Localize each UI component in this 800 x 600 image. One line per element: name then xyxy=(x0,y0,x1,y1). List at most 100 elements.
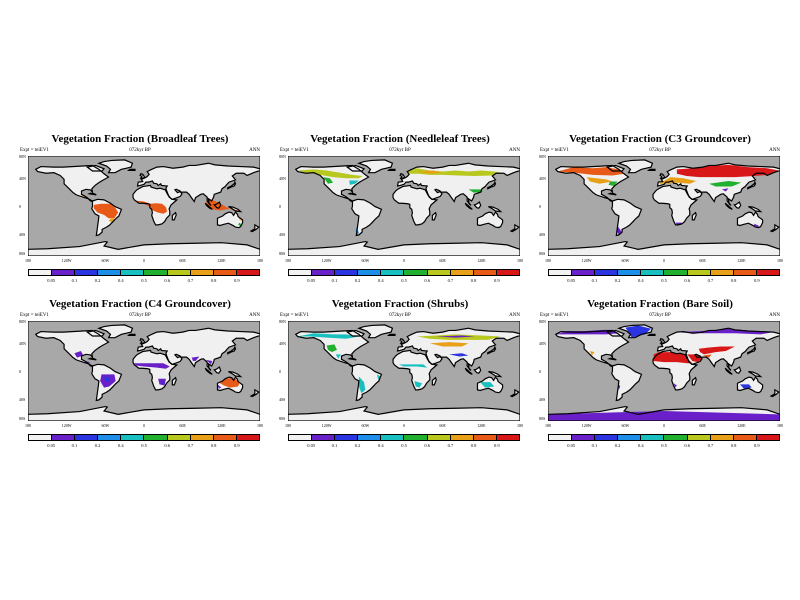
vegetation-patch xyxy=(349,180,359,185)
coastline-namerica xyxy=(36,330,109,366)
land-greenland xyxy=(98,324,133,338)
coastline-samerica xyxy=(92,199,122,235)
land-borneo xyxy=(734,202,741,209)
colorbar-label: 0.2 xyxy=(94,278,101,283)
coastline-sumatra xyxy=(465,203,472,209)
coastline-africa xyxy=(653,350,697,389)
colorbar-segment xyxy=(312,270,336,275)
land-namerica xyxy=(35,165,109,202)
lon-tick-label: 180 xyxy=(777,423,783,428)
colorbar-label: 0.1 xyxy=(591,278,598,283)
colorbar-segment xyxy=(473,270,497,275)
coastline-africa xyxy=(393,185,437,224)
coastline-britain xyxy=(140,174,145,178)
coastline-africa xyxy=(653,185,697,224)
coastline-britain xyxy=(140,339,145,343)
colorbar-label: 0.4 xyxy=(637,443,644,448)
colorbar-label: 0.05 xyxy=(567,278,576,283)
colorbar-label: 0.5 xyxy=(141,443,147,448)
colorbar-segment xyxy=(98,270,122,275)
vegetation-patch xyxy=(335,354,341,359)
coastline-greenland xyxy=(99,325,133,338)
vegetation-patch xyxy=(407,168,501,176)
coastline-sumatra xyxy=(465,368,472,374)
panel-title: Vegetation Fraction (Shrubs) xyxy=(331,298,469,310)
land-eurasia xyxy=(137,328,260,371)
coastline-britain xyxy=(660,174,665,178)
colorbar-segment xyxy=(549,435,573,440)
vegetation-patch xyxy=(220,377,240,388)
coastline-antarctica xyxy=(548,407,780,421)
lat-tick-label: 80S xyxy=(19,251,26,256)
lon-tick-label: 0 xyxy=(663,423,665,428)
lon-tick-label: 60E xyxy=(179,423,186,428)
panel-title: Vegetation Fraction (Bare Soil) xyxy=(587,298,733,310)
coastline-nz xyxy=(771,390,779,397)
colorbar-segment xyxy=(756,270,779,275)
coastline-iceland xyxy=(649,334,655,335)
land-africa xyxy=(653,185,697,225)
vegetation-patch xyxy=(416,170,443,174)
colorbar-segment xyxy=(75,270,99,275)
coastline-namerica xyxy=(556,165,629,201)
lat-tick-label: 80N xyxy=(279,154,286,159)
vegetation-patch xyxy=(702,354,712,358)
lat-tick-label: 0 xyxy=(279,369,281,374)
colorbar-segment xyxy=(618,435,642,440)
coastline-japan xyxy=(228,182,236,189)
lat-tick-label: 40S xyxy=(19,232,26,237)
panel-shrubs: Vegetation Fraction (Shrubs) Expt = teiE… xyxy=(279,298,523,458)
lon-tick-label: 60E xyxy=(699,423,706,428)
coastline-antarctica xyxy=(288,407,520,421)
vegetation-patch xyxy=(133,363,170,369)
colorbar-label: 0.8 xyxy=(730,278,737,283)
lat-tick-label: 0 xyxy=(19,204,21,209)
vegetation-patch xyxy=(625,325,652,338)
coastline-africa xyxy=(133,185,177,224)
lon-tick-label: 60W xyxy=(621,258,630,263)
lon-tick-label: 0 xyxy=(143,423,145,428)
lon-tick-label: 120E xyxy=(477,258,486,263)
map-c4 xyxy=(28,321,260,421)
land-borneo xyxy=(734,367,741,374)
land-eurasia xyxy=(137,163,260,206)
lat-tick-label: 40N xyxy=(279,176,286,181)
vegetation-patch xyxy=(557,167,625,176)
colorbar-segment xyxy=(733,270,757,275)
coastline-japan xyxy=(488,182,496,189)
lat-tick-label: 40S xyxy=(539,232,546,237)
panel-needleleaf: Vegetation Fraction (Needleleaf Trees) E… xyxy=(279,133,523,293)
colorbar-label: 0.9 xyxy=(233,278,240,283)
land-samerica xyxy=(351,364,382,401)
colorbar-segment xyxy=(213,435,237,440)
colorbar-label: 0.05 xyxy=(567,443,576,448)
lat-tick-label: 40S xyxy=(19,397,26,402)
colorbar-label: 0.8 xyxy=(470,278,477,283)
colorbar-segment xyxy=(710,270,734,275)
lat-tick-label: 80N xyxy=(539,319,546,324)
colorbar-label: 0.4 xyxy=(117,278,124,283)
coastline-britain xyxy=(400,174,405,178)
expt-label: Expt = teiEV1 xyxy=(540,313,569,318)
period-label: 072kyr BP xyxy=(649,148,671,153)
lat-tick-label: 0 xyxy=(19,369,21,374)
coastline-eurasia xyxy=(398,163,520,205)
colorbar-label: 0.05 xyxy=(47,278,56,283)
coastline-britain xyxy=(660,339,665,343)
lon-tick-label: 180 xyxy=(25,423,31,428)
panel-title: Vegetation Fraction (C4 Groundcover) xyxy=(49,298,231,310)
period-label: 072kyr BP xyxy=(389,148,411,153)
lon-tick-label: 180 xyxy=(545,423,551,428)
coastline-australia xyxy=(737,212,762,228)
colorbar-label: 0.7 xyxy=(447,443,454,448)
lon-tick-label: 60W xyxy=(621,423,630,428)
coastline-namerica xyxy=(556,330,629,366)
coastline-cuba xyxy=(349,193,356,195)
map-needleleaf xyxy=(288,156,520,256)
land-africa xyxy=(393,350,437,390)
lat-tick-label: 80N xyxy=(19,319,26,324)
colorbar-label: 0.2 xyxy=(354,443,361,448)
coastline-cuba xyxy=(609,193,616,195)
lat-tick-label: 80S xyxy=(279,251,286,256)
colorbar-segment xyxy=(404,270,428,275)
